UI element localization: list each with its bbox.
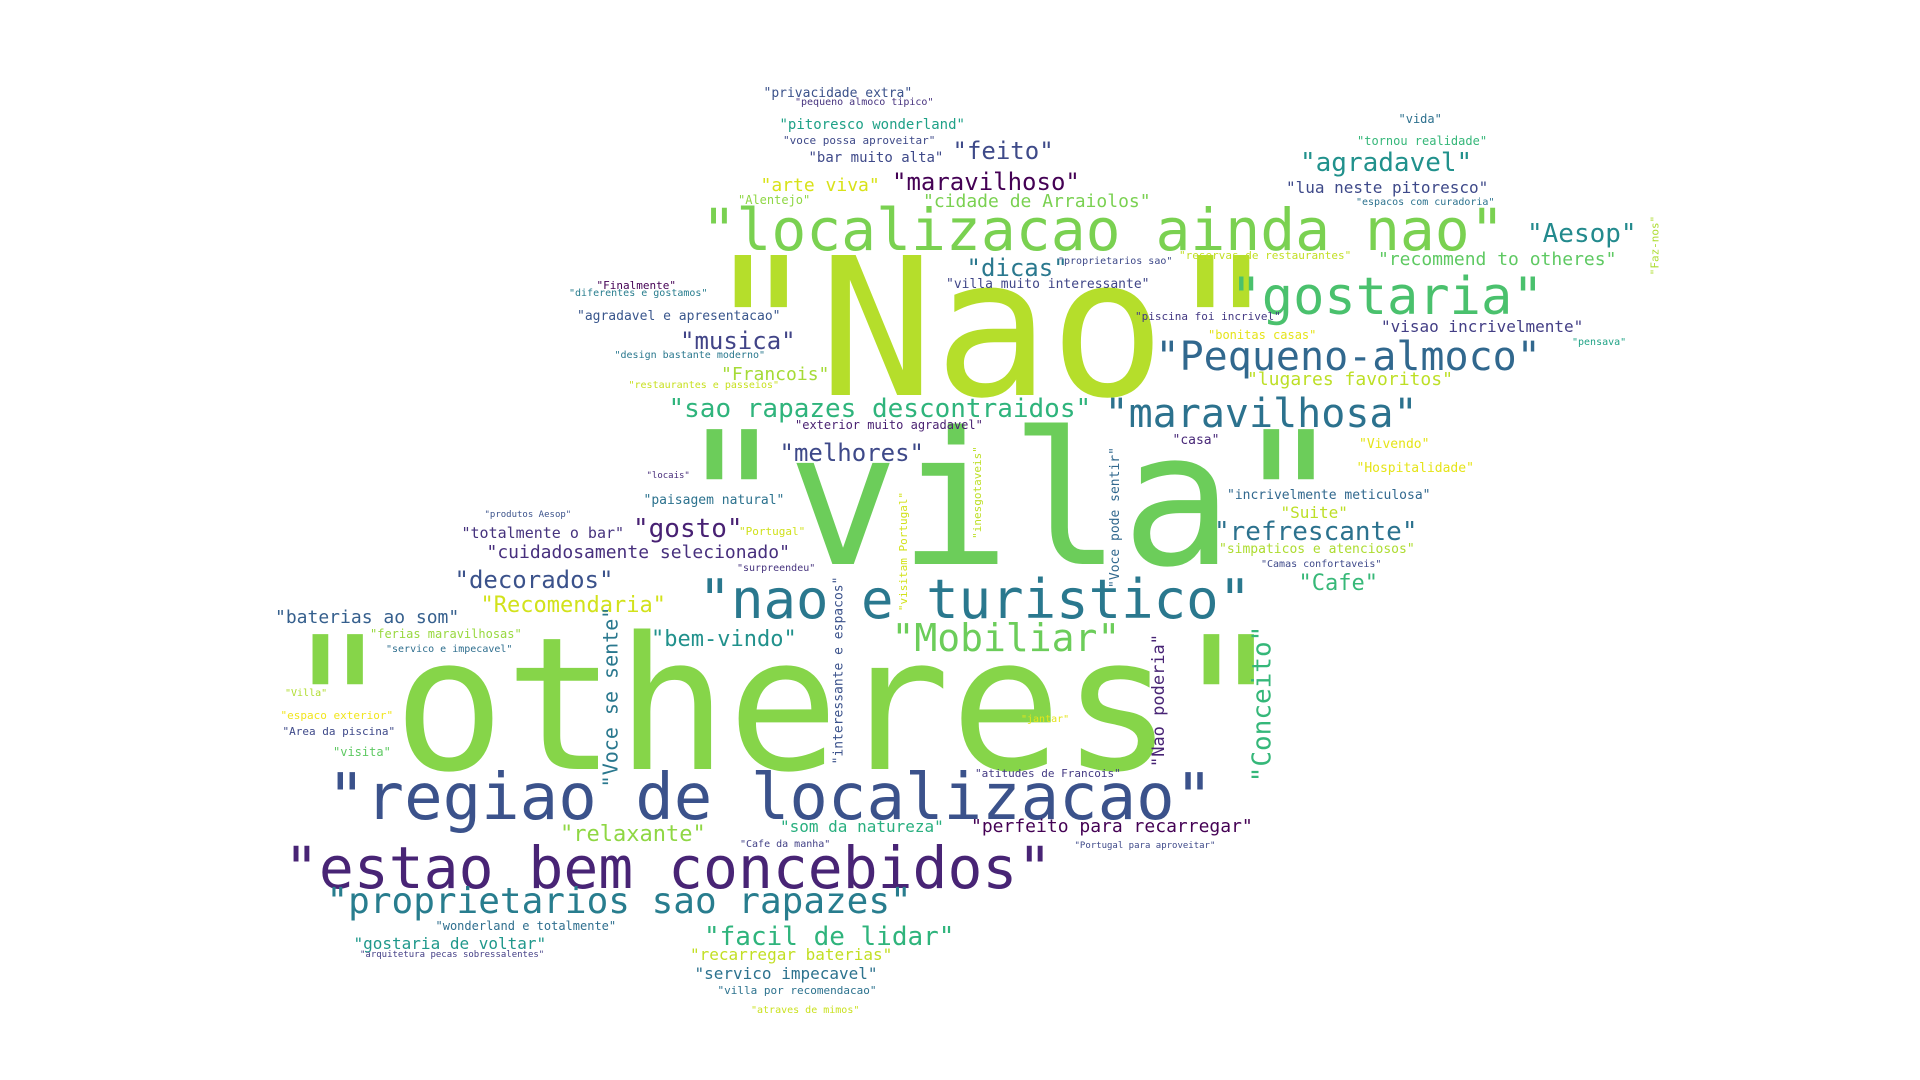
word-proprietarios-sao-rapazes: "proprietarios sao rapazes"	[326, 881, 912, 922]
word-atraves-de-mimos: "atraves de mimos"	[751, 1005, 860, 1016]
word-diferentes-e-gostamos: "diferentes e gostamos"	[569, 288, 708, 299]
word-cuidadosamente-selecionado: "cuidadosamente selecionado"	[486, 542, 790, 563]
word-produtos-aesop: "produtos Aesop"	[484, 509, 572, 520]
word-nao: "Nao"	[703, 218, 1281, 441]
word-totalmente-o-bar: "totalmente o bar"	[461, 523, 625, 542]
word-servico-impecavel: "servico impecavel"	[694, 964, 878, 983]
word-cidade-de-arraiolos: "cidade de Arraiolos"	[923, 191, 1151, 212]
word-dicas: "dicas"	[966, 254, 1068, 282]
word-estao-bem-concebidos: "estao bem concebidos"	[284, 834, 1053, 902]
word-melhores: "melhores"	[779, 439, 925, 467]
word-recarregar-baterias: "recarregar baterias"	[690, 945, 893, 964]
word-interessante-e-espacos: "interessante e espacos"	[831, 576, 847, 764]
word-conceito: "Conceito"	[1246, 625, 1277, 783]
word-servico-e-impecavel: "servico e impecavel"	[386, 644, 513, 655]
word-jantar: "jantar"	[1021, 714, 1070, 725]
word-agradavel-e-apresentacao: "agradavel e apresentacao"	[577, 308, 781, 324]
word-perfeito-para-recarregar: "perfeito para recarregar"	[971, 816, 1253, 837]
word-facil-de-lidar: "facil de lidar"	[704, 922, 955, 952]
word-casa: "casa"	[1172, 432, 1220, 448]
word-visao-incrivelmente: "visao incrivelmente"	[1381, 317, 1584, 336]
word-camas-confortaveis: "Camas confortaveis"	[1261, 559, 1382, 570]
word-agradavel: "agradavel"	[1300, 148, 1473, 178]
word-bem-vindo: "bem-vindo"	[651, 627, 797, 652]
word-maravilhoso: "maravilhoso"	[892, 168, 1080, 196]
word-privacidade-extra: "privacidade extra"	[763, 85, 913, 101]
word-atitudes-de-francois: "atitudes de Francois"	[975, 766, 1121, 780]
word-maravilhosa: "maravilhosa"	[1104, 391, 1418, 437]
word-bar-muito-alta: "bar muito alta"	[808, 150, 944, 166]
word-vila: "vila"	[676, 391, 1345, 608]
word-pitoresco-wonderland: "pitoresco wonderland"	[779, 117, 965, 133]
word-refrescante: "refrescante"	[1214, 517, 1418, 547]
word-wonderland-e-totalmente: "wonderland e totalmente"	[435, 919, 617, 933]
word-espacos-com-curadoria: "espacos com curadoria"	[1356, 197, 1495, 208]
word-visitam-portugal: "visitam Portugal"	[896, 491, 910, 611]
word-visita: "visita"	[333, 745, 391, 759]
word-villa-por-recomendacao: "villa por recomendacao"	[717, 983, 877, 997]
word-voce-se-sente: "Voce se sente"	[597, 606, 622, 788]
word-nao-e-turistico: "nao e turistico"	[698, 568, 1252, 631]
word-exterior-muito-agradavel: "exterior muito agradavel"	[795, 418, 983, 432]
word-decorados: "decorados"	[454, 566, 614, 594]
word-vida: "vida"	[1398, 112, 1442, 126]
word-locais: "locais"	[646, 470, 690, 481]
word-voce-pode-sentir: "Voce pode sentir"	[1107, 446, 1123, 588]
word-tornou-realidade: "tornou realidade"	[1357, 134, 1488, 148]
word-cafe-da-manha: "Cafe da manha"	[740, 839, 831, 850]
word-localizacao-ainda-nao: "localizacao ainda nao"	[701, 196, 1505, 264]
word-design-bastante-moderno: "design bastante moderno"	[614, 350, 766, 361]
word-relaxante: "relaxante"	[560, 822, 706, 847]
word-pequeno-almoco: "Pequeno-almoco"	[1155, 334, 1541, 380]
word-gostaria-de-voltar: "gostaria de voltar"	[353, 934, 547, 953]
word-feito: "feito"	[952, 137, 1054, 165]
word-portugal-para-aproveitar: "Portugal para aproveitar"	[1074, 840, 1216, 851]
word-pequeno-almoco-tipico: "pequeno almoco tipico"	[795, 97, 934, 108]
word-villa-muito-interessante: "villa muito interessante"	[946, 276, 1150, 292]
word-reservas-de-restaurantes: "reservas de restaurantes"	[1179, 248, 1352, 262]
word-gostaria: "gostaria"	[1230, 267, 1544, 327]
word-paisagem-natural: "paisagem natural"	[643, 492, 785, 508]
word-piscina-foi-incrivel: "piscina foi incrivel"	[1135, 309, 1281, 323]
word-voce-possa-aproveitar: "voce possa aproveitar"	[783, 133, 936, 147]
word-incrivelmente-meticulosa: "incrivelmente meticulosa"	[1227, 487, 1431, 503]
word-proprietarios-sao: "proprietarios sao"	[1058, 256, 1173, 267]
word-villa: "Villa"	[285, 688, 328, 699]
word-som-da-natureza: "som da natureza"	[780, 817, 944, 836]
word-cafe: "Cafe"	[1298, 571, 1378, 596]
word-bonitas-casas: "bonitas casas"	[1208, 328, 1317, 342]
word-gosto: "gosto"	[633, 514, 743, 544]
word-baterias-ao-som: "baterias ao som"	[275, 607, 460, 628]
word-musica: "musica"	[680, 327, 796, 355]
word-francois: "Francois"	[721, 364, 830, 385]
word-vivendo: "Vivendo"	[1359, 436, 1430, 452]
word-lugares-favoritos: "lugares favoritos"	[1247, 369, 1453, 390]
word-portugal: "Portugal"	[739, 524, 806, 538]
word-area-da-piscina: "Area da piscina"	[282, 724, 396, 738]
word-espaco-exterior: "espaco exterior"	[280, 708, 394, 722]
word-alentejo: "Alentejo"	[738, 193, 811, 207]
word-inesgotaveis: "inesgotaveis"	[970, 445, 984, 539]
word-mobiliar: "Mobiliar"	[891, 616, 1121, 660]
word-arte-viva: "arte viva"	[760, 175, 880, 196]
word-simpaticos-e-atenciosos: "simpaticos e atenciosos"	[1219, 541, 1415, 557]
word-pensava: "pensava"	[1572, 337, 1627, 348]
word-surpreendeu: "surpreendeu"	[737, 563, 816, 574]
word-aesop: "Aesop"	[1527, 219, 1637, 249]
word-restaurantes-e-passeios: "restaurantes e passeios"	[628, 380, 780, 391]
word-recomendaria: "Recomendaria"	[480, 593, 666, 618]
word-faz-nos: "Faz-nos"	[1648, 215, 1662, 275]
word-lua-neste-pitoresco: "lua neste pitoresco"	[1286, 178, 1489, 197]
word-otheres: "otheres"	[282, 596, 1285, 813]
word-hospitalidade: "Hospitalidade"	[1356, 460, 1474, 476]
word-suite: "Suite"	[1280, 503, 1348, 522]
word-ferias-maravilhosas: "ferias maravilhosas"	[370, 627, 522, 641]
word-regiao-de-localizacao: "regiao de localizacao"	[327, 761, 1214, 835]
word-finalmente: "Finalmente"	[596, 278, 676, 292]
word-arquitetura-pecas-sobressalentes: "arquitetura pecas sobressalentes"	[360, 949, 545, 960]
word-recommend-to-otheres: "recommend to otheres"	[1378, 249, 1617, 270]
word-sao-rapazes-descontraidos: "sao rapazes descontraidos"	[668, 394, 1092, 424]
word-nao-poderia: "Nao poderia"	[1148, 633, 1169, 767]
